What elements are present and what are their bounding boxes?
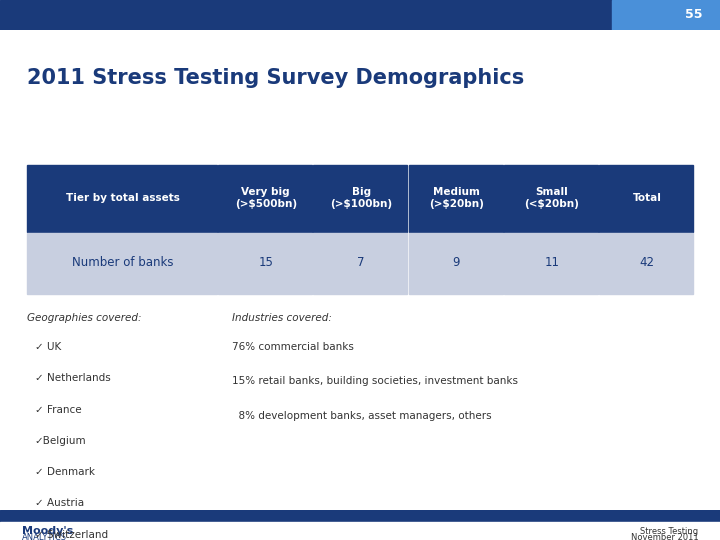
Bar [27,165,217,232]
Bar [313,165,408,232]
Text: 15% retail banks, building societies, investment banks: 15% retail banks, building societies, in… [233,376,518,387]
Text: Number of banks: Number of banks [72,256,174,269]
Text: Stress Testing: Stress Testing [640,526,698,536]
Bar [409,165,503,232]
Bar [0,0,612,30]
Text: 8% development banks, asset managers, others: 8% development banks, asset managers, ot… [233,411,492,421]
Bar [612,0,720,30]
Text: Medium
(>$20bn): Medium (>$20bn) [429,187,484,209]
Text: Small
(<$20bn): Small (<$20bn) [524,187,579,209]
Text: 42: 42 [639,256,654,269]
Text: ✓ Switzerland: ✓ Switzerland [35,530,108,539]
Text: November 2011: November 2011 [631,533,698,540]
Bar [27,233,217,294]
Bar [0,522,720,540]
Text: 7: 7 [357,256,365,269]
Text: Total: Total [633,193,662,203]
Bar [0,510,720,522]
Text: ✓ UK: ✓ UK [35,342,60,352]
Text: ✓Belgium: ✓Belgium [35,436,86,446]
Bar [504,165,598,232]
Text: Big
(>$100bn): Big (>$100bn) [330,187,392,209]
Bar [313,233,408,294]
Text: ✓ Austria: ✓ Austria [35,498,84,508]
Text: 15: 15 [258,256,273,269]
Text: Geographies covered:: Geographies covered: [27,313,142,323]
Bar [600,165,693,232]
Text: ✓ Denmark: ✓ Denmark [35,467,94,477]
Text: ✓ Netherlands: ✓ Netherlands [35,373,110,383]
Text: ✓ France: ✓ France [35,404,81,415]
Text: Industries covered:: Industries covered: [233,313,333,323]
Text: 76% commercial banks: 76% commercial banks [233,342,354,352]
Text: 9: 9 [453,256,460,269]
Text: Moody's: Moody's [22,526,73,536]
Text: 55: 55 [685,8,702,22]
Bar [600,233,693,294]
Text: 11: 11 [544,256,559,269]
Bar [409,233,503,294]
Text: 2011 Stress Testing Survey Demographics: 2011 Stress Testing Survey Demographics [27,68,525,88]
Bar [218,165,312,232]
Text: Tier by total assets: Tier by total assets [66,193,180,203]
Bar [218,233,312,294]
Text: Very big
(>$500bn): Very big (>$500bn) [235,187,297,209]
Bar [504,233,598,294]
Text: ANALYTICS: ANALYTICS [22,533,66,540]
